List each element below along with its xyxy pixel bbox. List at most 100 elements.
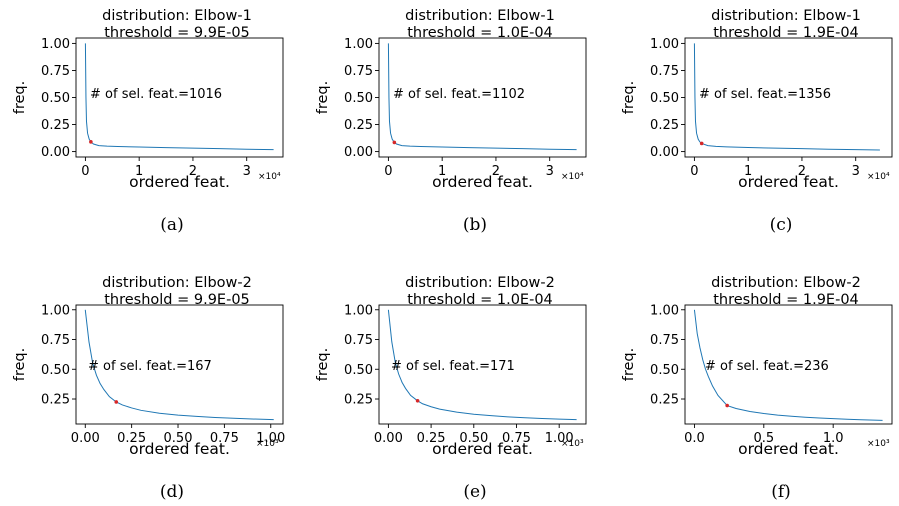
y-tick-label: 0.75	[650, 64, 679, 79]
x-axis-multiplier: ×10⁴	[867, 172, 890, 182]
x-tick-label: 0.50	[459, 431, 488, 446]
y-tick-label: 0.75	[650, 333, 679, 348]
x-tick-label: 2	[492, 164, 500, 179]
chart-subtitle: threshold = 1.9E-04	[713, 25, 859, 41]
y-tick-label: 0.75	[41, 333, 70, 348]
x-tick-label: 0.75	[502, 431, 531, 446]
y-tick-label: 0.00	[650, 145, 679, 160]
y-axis-label: freq.	[621, 348, 637, 381]
panel-caption: (b)	[463, 215, 487, 235]
series-line	[693, 43, 880, 151]
selected-features-annotation: # of sel. feat.=1102	[393, 87, 525, 102]
selected-point-marker	[392, 140, 397, 145]
y-tick-label: 0.50	[41, 91, 70, 106]
y-tick-label: 0.50	[344, 363, 373, 378]
x-tick-label: 1.0	[823, 431, 844, 446]
panel-caption: (f)	[771, 482, 791, 502]
x-tick-label: 2	[189, 164, 197, 179]
x-tick-label: 3	[546, 164, 554, 179]
panel-caption: (c)	[770, 215, 793, 235]
y-tick-label: 0.50	[344, 91, 373, 106]
x-tick-label: 1	[438, 164, 446, 179]
y-axis-label: freq.	[621, 81, 637, 114]
selected-features-annotation: # of sel. feat.=167	[88, 359, 212, 374]
x-axis-multiplier: ×10³	[561, 439, 584, 449]
y-axis-label: freq.	[12, 348, 28, 381]
y-tick-label: 0.50	[650, 363, 679, 378]
y-tick-label: 0.50	[650, 91, 679, 106]
x-axis-label: ordered feat.	[129, 173, 230, 191]
y-axis-label: freq.	[315, 81, 331, 114]
x-axis-multiplier: ×10³	[867, 439, 890, 449]
selected-point-marker	[725, 403, 729, 408]
x-axis-label: ordered feat.	[432, 173, 533, 191]
x-tick-label: 0.25	[117, 431, 146, 446]
chart-title: distribution: Elbow-1	[102, 8, 252, 24]
selected-features-annotation: # of sel. feat.=1016	[90, 87, 222, 102]
chart-title: distribution: Elbow-1	[405, 8, 555, 24]
selected-features-annotation: # of sel. feat.=171	[391, 359, 515, 374]
series-line	[387, 309, 577, 421]
x-tick-label: 0.5	[753, 431, 774, 446]
chart-title: distribution: Elbow-1	[711, 8, 861, 24]
y-tick-label: 0.25	[650, 393, 679, 408]
x-tick-label: 0	[690, 164, 698, 179]
y-tick-label: 1.00	[41, 303, 70, 318]
y-tick-label: 0.25	[41, 118, 70, 133]
y-tick-label: 0.50	[41, 363, 70, 378]
y-axis-label: freq.	[315, 348, 331, 381]
plot-frame	[75, 304, 284, 425]
y-tick-label: 0.25	[344, 118, 373, 133]
chart-title: distribution: Elbow-2	[102, 275, 252, 291]
chart-title: distribution: Elbow-2	[405, 275, 555, 291]
x-axis-label: ordered feat.	[738, 173, 839, 191]
chart-subtitle: threshold = 9.9E-05	[104, 25, 250, 41]
panel-caption: (e)	[463, 482, 486, 502]
chart-subtitle: threshold = 9.9E-05	[104, 292, 250, 308]
x-tick-label: 1.00	[545, 431, 574, 446]
panel-caption: (a)	[160, 215, 183, 235]
chart-title: distribution: Elbow-2	[711, 275, 861, 291]
x-tick-label: 0.75	[210, 431, 239, 446]
selected-point-marker	[699, 141, 704, 146]
x-tick-label: 0.50	[164, 431, 193, 446]
x-tick-label: 1	[744, 164, 752, 179]
series-line	[693, 309, 883, 421]
y-tick-label: 1.00	[41, 37, 70, 52]
x-tick-label: 0.00	[71, 431, 100, 446]
x-tick-label: 3	[852, 164, 860, 179]
x-tick-label: 0.25	[417, 431, 446, 446]
plot-frame	[684, 304, 893, 425]
y-tick-label: 0.25	[41, 393, 70, 408]
selected-features-annotation: # of sel. feat.=236	[705, 359, 829, 374]
x-axis-multiplier: ×10³	[256, 439, 279, 449]
x-tick-label: 0	[384, 164, 392, 179]
y-tick-label: 1.00	[344, 303, 373, 318]
y-tick-label: 1.00	[650, 37, 679, 52]
x-axis-label: ordered feat.	[738, 440, 839, 458]
panel-caption: (d)	[160, 482, 184, 502]
x-tick-label: 0.00	[374, 431, 403, 446]
x-tick-label: 0.0	[684, 431, 705, 446]
y-tick-label: 0.00	[41, 145, 70, 160]
selected-point-marker	[415, 398, 420, 403]
y-tick-label: 0.25	[650, 118, 679, 133]
series-line	[387, 43, 577, 151]
x-axis-label: ordered feat.	[129, 440, 230, 458]
chart-subtitle: threshold = 1.0E-04	[407, 25, 553, 41]
y-tick-label: 0.75	[344, 64, 373, 79]
chart-subtitle: threshold = 1.0E-04	[407, 292, 553, 308]
y-tick-label: 0.25	[344, 393, 373, 408]
y-tick-label: 1.00	[344, 37, 373, 52]
y-tick-label: 0.00	[344, 145, 373, 160]
x-tick-label: 1.00	[256, 431, 285, 446]
y-tick-label: 0.75	[344, 333, 373, 348]
selected-point-marker	[89, 140, 93, 144]
x-axis-multiplier: ×10⁴	[561, 172, 584, 182]
x-tick-label: 3	[243, 164, 251, 179]
series-line	[84, 309, 274, 421]
